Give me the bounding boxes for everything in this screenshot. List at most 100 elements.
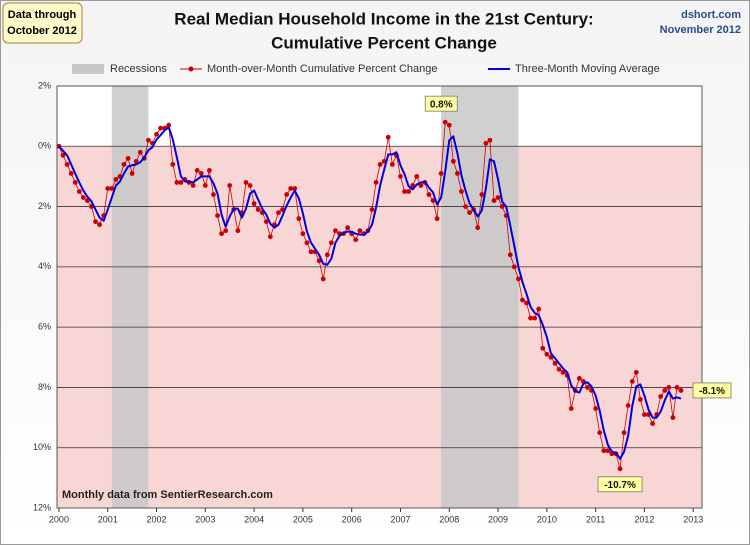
data-point (72, 180, 78, 185)
data-point (475, 225, 481, 231)
data-point (568, 406, 574, 411)
data-point (637, 397, 643, 402)
data-point (137, 149, 143, 155)
x-tick-label: 2000 (49, 514, 69, 524)
legend-swatch (72, 64, 104, 74)
data-point (670, 415, 676, 420)
x-tick-label: 2004 (244, 514, 264, 524)
data-point (105, 186, 111, 191)
data-point (528, 315, 534, 321)
data-point (357, 228, 363, 234)
data-point (76, 189, 82, 194)
y-tick-label: 2% (38, 80, 51, 90)
data-point (223, 228, 229, 234)
data-point (276, 210, 281, 216)
data-point (459, 189, 464, 194)
data-point (662, 388, 668, 393)
data-point (479, 192, 485, 197)
data-point (629, 379, 635, 384)
data-point (605, 448, 611, 454)
x-tick-label: 2009 (488, 514, 508, 524)
data-point (540, 345, 546, 351)
data-point (267, 234, 273, 240)
data-point (154, 131, 159, 137)
data-point (97, 222, 102, 228)
x-tick-label: 2010 (537, 514, 557, 524)
data-point (544, 351, 550, 357)
data-point (556, 366, 562, 372)
data-point (292, 186, 298, 191)
chart-title: Cumulative Percent Change (271, 33, 497, 52)
data-point (463, 204, 468, 209)
label-box (597, 476, 643, 493)
data-point (93, 219, 98, 225)
data-point (524, 300, 529, 306)
data-point (284, 192, 290, 197)
x-tick-label: 2012 (634, 514, 654, 524)
data-point (406, 189, 412, 194)
data-point (576, 375, 582, 381)
data-point (288, 186, 294, 191)
data-point (402, 189, 407, 194)
x-tick-label: 2003 (195, 514, 215, 524)
data-point (650, 421, 655, 426)
data-point (60, 152, 66, 158)
x-tick-label: 2013 (683, 514, 703, 524)
data-point (174, 180, 180, 185)
data-point (158, 125, 163, 131)
legend-label: Recessions (110, 63, 167, 75)
x-tick-label: 2001 (98, 514, 118, 524)
data-point (438, 171, 444, 176)
plot-border (56, 85, 703, 509)
data-point (133, 158, 139, 164)
data-point (442, 119, 448, 125)
data-point (80, 195, 86, 200)
data-point (206, 168, 212, 173)
data-point (487, 137, 493, 143)
x-tick-label: 2011 (586, 514, 605, 524)
data-point (617, 466, 623, 472)
x-tick-label: 2006 (342, 514, 362, 524)
data-point (499, 204, 505, 209)
data-point (536, 306, 542, 312)
data-point (296, 216, 302, 222)
data-point (507, 252, 513, 258)
data-point (211, 192, 216, 197)
data-point (227, 183, 233, 188)
data-point (666, 385, 672, 390)
value-label: -8.1% (699, 386, 725, 397)
x-tick-label: 2007 (390, 514, 410, 524)
data-point (129, 171, 135, 176)
y-tick-label: 4% (38, 261, 51, 271)
data-point (328, 240, 334, 246)
data-point (235, 228, 241, 234)
data-point (324, 252, 330, 258)
data-point (389, 161, 395, 167)
data-point (434, 216, 440, 222)
legend-label: Three-Month Moving Average (515, 63, 660, 75)
data-point (68, 171, 74, 176)
legend-marker (188, 66, 194, 72)
data-point (308, 249, 314, 255)
data-point (353, 237, 359, 243)
data-point (304, 240, 310, 246)
x-tick-label: 2002 (147, 514, 167, 524)
source: dshort.com (681, 9, 741, 21)
data-point (121, 161, 127, 167)
data-point (198, 171, 204, 176)
data-point (333, 228, 338, 234)
data-point (621, 430, 627, 436)
data-point (446, 122, 452, 128)
data-point (373, 180, 379, 185)
data-point (64, 161, 70, 167)
data-point (674, 385, 680, 390)
data-point (300, 231, 306, 237)
data-point (633, 369, 639, 375)
chart-title: Real Median Household Income in the 21st… (174, 9, 593, 28)
recession-band (441, 86, 519, 508)
data-point (263, 219, 269, 225)
data-point (430, 198, 436, 203)
data-point (532, 315, 538, 321)
value-label: -10.7% (604, 480, 636, 491)
y-tick-label: 2% (38, 201, 51, 211)
